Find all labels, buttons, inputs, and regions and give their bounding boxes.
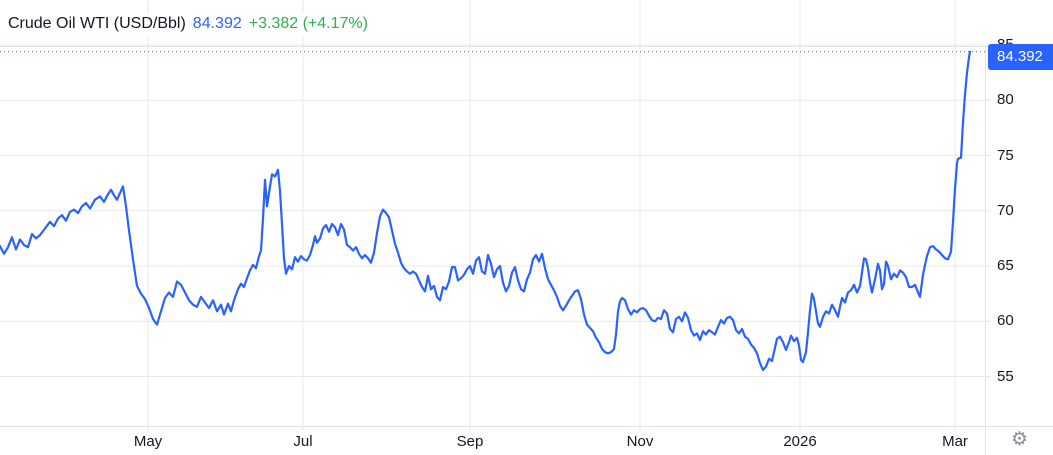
price-axis-label: 55 [997, 367, 1014, 385]
price-change-value: +3.382 (+4.17%) [248, 15, 368, 32]
price-axis[interactable] [986, 46, 1053, 426]
settings-gear-icon[interactable]: ⚙ [1011, 429, 1029, 450]
time-axis-label: Mar [942, 433, 968, 450]
chart-legend: Crude Oil WTI (USD/Bbl) 84.392 +3.382 (+… [8, 13, 376, 36]
time-axis-label: Nov [626, 433, 654, 450]
price-axis-label: 80 [997, 91, 1014, 109]
last-price-badge: 84.392 [988, 43, 1053, 70]
price-line-series [0, 50, 972, 371]
price-axis-label: 65 [997, 257, 1014, 274]
price-axis-label: 70 [997, 201, 1014, 219]
time-axis-label: May [133, 433, 163, 450]
price-axis-label: 75 [997, 146, 1014, 164]
time-axis-label: Sep [456, 433, 484, 450]
last-price-value: 84.392 [192, 15, 242, 32]
symbol-title: Crude Oil WTI (USD/Bbl) [8, 15, 186, 32]
time-axis[interactable] [0, 427, 985, 455]
time-axis-label: 2026 [783, 433, 817, 450]
time-axis-label: Jul [293, 433, 313, 450]
price-axis-label: 60 [997, 312, 1014, 330]
